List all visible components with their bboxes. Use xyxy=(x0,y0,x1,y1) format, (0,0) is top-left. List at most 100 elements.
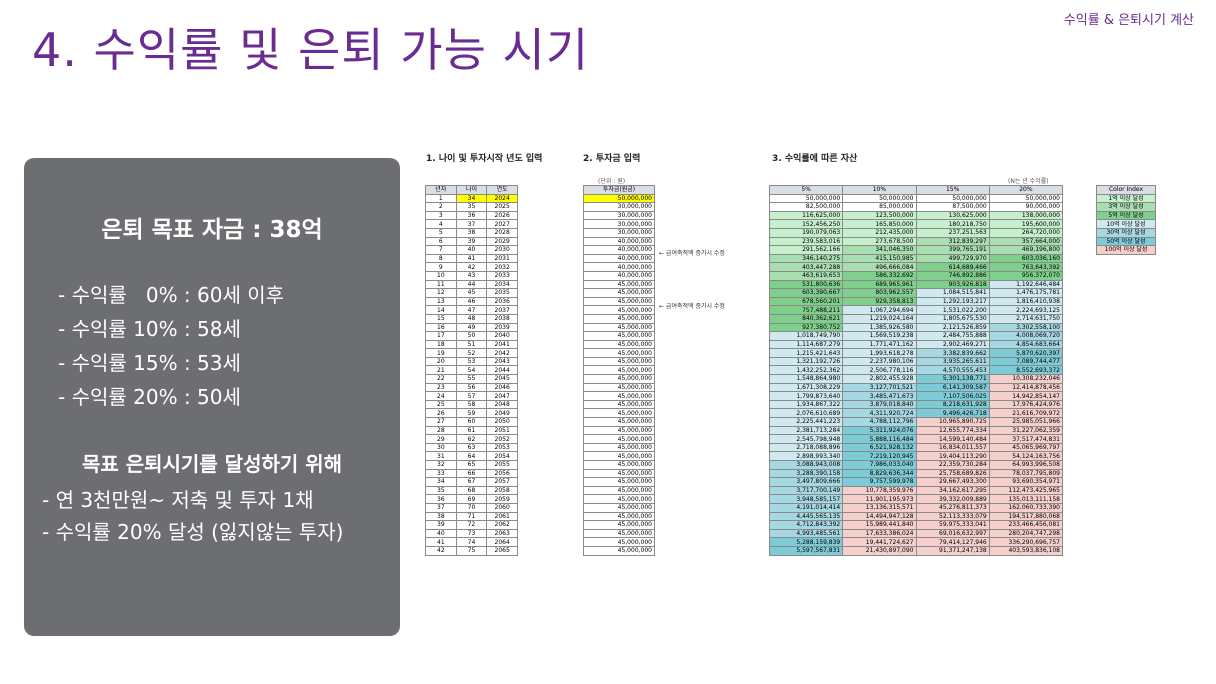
legend-item: 1억 이상 달성 xyxy=(1096,193,1156,204)
age-cell: 52 xyxy=(455,348,488,358)
table-row: 45,000,000 xyxy=(583,425,655,436)
age-cell: 40 xyxy=(455,245,488,255)
returns-table: 5% 10% 15% 20% 50,000,000 50,000,000 50,00… xyxy=(768,185,1064,556)
age-cell: 65 xyxy=(455,460,488,470)
rate-5-value: 190,079,063 xyxy=(768,227,844,238)
year-index-cell: 6 xyxy=(425,236,457,247)
rate-15-value: 903,926,818 xyxy=(915,279,990,290)
rate-20-value: 3,302,558,100 xyxy=(988,322,1064,333)
rate-5-value: 346,140,275 xyxy=(768,253,844,264)
rate-10-value: 15,989,441,840 xyxy=(842,520,917,530)
year-cell: 2041 xyxy=(486,339,518,350)
rate-10-value: 3,879,018,840 xyxy=(842,399,917,410)
year-index-cell: 29 xyxy=(425,434,457,444)
table-row: 2,545,798,948 5,888,116,484 14,599,140,484… xyxy=(768,434,1064,444)
col-header-year: 연도 xyxy=(486,185,518,195)
year-cell: 2039 xyxy=(486,322,518,333)
investment-cell: 45,000,000 xyxy=(583,494,655,504)
age-cell: 56 xyxy=(455,382,488,393)
investment-cell: 45,000,000 xyxy=(583,399,655,410)
age-cell: 39 xyxy=(455,236,488,247)
year-cell: 2057 xyxy=(486,477,518,487)
legend-row: 100억 이상 달성 xyxy=(1096,245,1156,255)
year-cell: 2062 xyxy=(486,520,518,530)
year-index-cell: 38 xyxy=(425,511,457,522)
rate-5-value: 4,993,485,561 xyxy=(768,528,844,539)
table-row: 40,000,000 xyxy=(583,236,655,247)
year-cell: 2027 xyxy=(486,219,518,229)
rate-5-value: 2,225,441,223 xyxy=(768,417,844,427)
table-row: 45,000,000 xyxy=(583,477,655,487)
age-cell: 64 xyxy=(455,451,488,461)
rate-20-value: 4,008,069,720 xyxy=(988,331,1064,341)
rate-20-value: 233,466,456,081 xyxy=(988,520,1064,530)
age-cell: 46 xyxy=(455,296,488,307)
table-row: 30 63 2053 xyxy=(425,442,518,453)
rate-10-value: 2,237,980,106 xyxy=(842,356,917,367)
year-index-cell: 27 xyxy=(425,417,457,427)
table-row: 1,018,749,790 1,569,519,238 2,484,755,888 4… xyxy=(768,331,1064,341)
age-cell: 73 xyxy=(455,528,488,539)
rate-10-value: 3,485,471,673 xyxy=(842,391,917,401)
year-cell: 2051 xyxy=(486,425,518,436)
table-row: 291,562,166 341,046,350 399,765,191 469,196… xyxy=(768,245,1064,255)
rate-10-value: 7,219,120,945 xyxy=(842,451,917,461)
investment-cell: 45,000,000 xyxy=(583,417,655,427)
rate-15-value: 69,016,632,997 xyxy=(915,528,990,539)
table-row: 840,362,621 1,219,024,164 1,805,675,530 2,7… xyxy=(768,313,1064,324)
legend-row: 10억 이상 달성 xyxy=(1096,219,1156,229)
rate-5-value: 4,445,565,135 xyxy=(768,511,844,522)
table-row: 20 53 2043 xyxy=(425,356,518,367)
year-index-cell: 5 xyxy=(425,227,457,238)
year-cell: 2049 xyxy=(486,408,518,419)
rate-20-value: 5,870,620,397 xyxy=(988,348,1064,358)
table-row: 4 37 2027 xyxy=(425,219,518,229)
table-row: 3,948,585,157 11,901,195,973 39,332,009,88… xyxy=(768,494,1064,504)
age-cell: 35 xyxy=(455,202,488,212)
unit-label: (단위 : 원) xyxy=(598,178,626,185)
age-cell: 51 xyxy=(455,339,488,350)
table-row: 45,000,000 xyxy=(583,408,655,419)
rate-20-value: 7,089,744,477 xyxy=(988,356,1064,367)
table-row: 45,000,000 xyxy=(583,434,655,444)
rate-5-value: 5,597,567,831 xyxy=(768,545,844,556)
rate-5-value: 50,000,000 xyxy=(768,193,844,204)
rate-5-value: 1,215,421,643 xyxy=(768,348,844,358)
rate-10-value: 1,385,926,580 xyxy=(842,322,917,333)
col-header-rate-5: 5% xyxy=(768,185,844,195)
rate-15-value: 50,000,000 xyxy=(915,193,990,204)
rate-20-value: 54,124,163,756 xyxy=(988,451,1064,461)
table-row: 116,625,000 123,500,000 130,625,000 138,000… xyxy=(768,210,1064,221)
year-index-cell: 42 xyxy=(425,545,457,556)
rate-item: - 수익률 15% : 53세 xyxy=(58,351,241,375)
table-row: 7 40 2030 xyxy=(425,245,518,255)
investment-cell: 45,000,000 xyxy=(583,460,655,470)
year-index-cell: 13 xyxy=(425,296,457,307)
section-age-label: 1. 나이 및 투자시작 년도 입력 xyxy=(426,154,543,164)
rate-20-value: 17,976,424,976 xyxy=(988,399,1064,410)
table-row: 403,447,288 496,666,084 614,689,466 763,643… xyxy=(768,262,1064,272)
rate-10-value: 85,000,000 xyxy=(842,202,917,212)
year-index-cell: 4 xyxy=(425,219,457,229)
rate-10-value: 929,358,813 xyxy=(842,296,917,307)
investment-cell: 45,000,000 xyxy=(583,434,655,444)
legend-item: 5억 이상 달성 xyxy=(1096,210,1156,221)
rate-10-value: 1,569,519,238 xyxy=(842,331,917,341)
table-row: 45,000,000 xyxy=(583,288,655,298)
table-row: 37 70 2060 xyxy=(425,502,518,513)
table-row: 152,456,250 165,850,000 180,218,750 195,600… xyxy=(768,219,1064,229)
legend-item: 3억 이상 달성 xyxy=(1096,202,1156,212)
table-row: 28 61 2051 xyxy=(425,425,518,436)
rate-20-value: 403,593,836,108 xyxy=(988,545,1064,556)
rate-15-value: 3,382,839,662 xyxy=(915,348,990,358)
age-cell: 36 xyxy=(455,210,488,221)
investment-cell: 40,000,000 xyxy=(583,270,655,281)
table-row: 26 59 2049 xyxy=(425,408,518,419)
rate-15-value: 6,141,309,587 xyxy=(915,382,990,393)
year-cell: 2055 xyxy=(486,460,518,470)
plan-item: - 연 3천만원~ 저축 및 투자 1채 xyxy=(42,488,314,512)
table-row: 45,000,000 xyxy=(583,442,655,453)
rate-10-value: 689,965,961 xyxy=(842,279,917,290)
investment-cell: 45,000,000 xyxy=(583,511,655,522)
investment-cell: 45,000,000 xyxy=(583,442,655,453)
